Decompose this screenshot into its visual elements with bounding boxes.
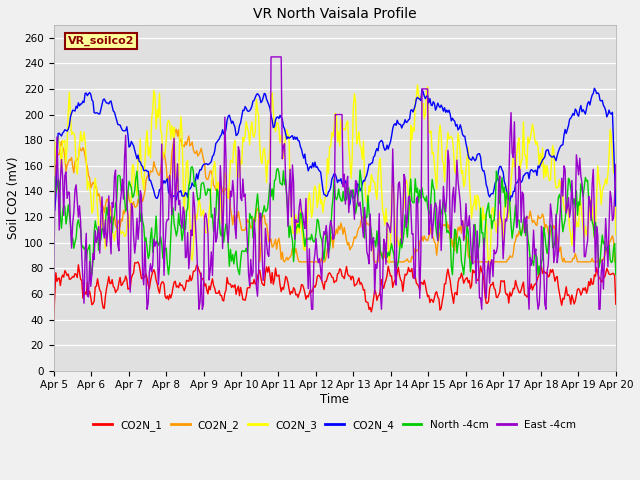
East -4cm [319, 238, 326, 243]
CO2N_2 [356, 224, 364, 230]
CO2N_2 [612, 259, 620, 265]
CO2N_1 [385, 268, 393, 274]
North -4cm [87, 272, 95, 277]
CO2N_2 [173, 127, 180, 132]
CO2N_3 [50, 216, 58, 222]
East -4cm [50, 299, 58, 305]
CO2N_3 [385, 243, 392, 249]
CO2N_1 [134, 259, 142, 265]
CO2N_2 [323, 253, 330, 259]
North -4cm [356, 167, 364, 173]
Y-axis label: Soil CO2 (mV): Soil CO2 (mV) [7, 156, 20, 239]
East -4cm [387, 230, 394, 236]
CO2N_3 [612, 232, 620, 238]
CO2N_2 [601, 252, 609, 258]
CO2N_4 [50, 208, 58, 214]
CO2N_1 [321, 278, 329, 284]
CO2N_3 [486, 268, 493, 274]
CO2N_3 [317, 201, 324, 206]
East -4cm [323, 223, 330, 228]
East -4cm [612, 162, 620, 168]
Line: East -4cm: East -4cm [54, 57, 616, 309]
Line: CO2N_2: CO2N_2 [54, 130, 616, 262]
Text: VR_soilco2: VR_soilco2 [68, 36, 134, 46]
CO2N_2 [256, 259, 264, 265]
CO2N_4 [320, 192, 328, 197]
CO2N_1 [318, 278, 326, 284]
North -4cm [50, 230, 58, 236]
CO2N_4 [317, 169, 324, 175]
North -4cm [612, 272, 620, 277]
CO2N_3 [320, 200, 328, 206]
North -4cm [323, 227, 330, 232]
North -4cm [387, 247, 394, 253]
Line: CO2N_4: CO2N_4 [54, 88, 616, 211]
CO2N_1 [612, 301, 620, 307]
CO2N_3 [413, 82, 421, 88]
East -4cm [356, 199, 364, 205]
CO2N_2 [513, 232, 520, 238]
North -4cm [601, 239, 609, 244]
North -4cm [188, 164, 196, 169]
North -4cm [513, 222, 520, 228]
CO2N_4 [612, 203, 620, 209]
CO2N_1 [355, 275, 363, 281]
CO2N_4 [385, 146, 392, 152]
Line: North -4cm: North -4cm [54, 167, 616, 275]
CO2N_3 [354, 136, 362, 142]
CO2N_3 [513, 151, 520, 157]
CO2N_4 [354, 181, 362, 187]
North -4cm [319, 248, 326, 253]
CO2N_1 [50, 318, 58, 324]
CO2N_1 [600, 275, 607, 280]
Line: CO2N_1: CO2N_1 [54, 262, 616, 321]
CO2N_4 [511, 189, 518, 194]
CO2N_4 [591, 85, 598, 91]
East -4cm [601, 253, 609, 259]
CO2N_3 [601, 181, 609, 187]
CO2N_1 [512, 277, 520, 283]
East -4cm [143, 306, 151, 312]
Title: VR North Vaisala Profile: VR North Vaisala Profile [253, 7, 417, 21]
CO2N_4 [600, 102, 607, 108]
Legend: CO2N_1, CO2N_2, CO2N_3, CO2N_4, North -4cm, East -4cm: CO2N_1, CO2N_2, CO2N_3, CO2N_4, North -4… [90, 416, 580, 435]
CO2N_2 [319, 259, 326, 265]
CO2N_2 [387, 259, 394, 265]
East -4cm [513, 225, 520, 230]
CO2N_2 [50, 235, 58, 240]
Line: CO2N_3: CO2N_3 [54, 85, 616, 271]
East -4cm [267, 54, 275, 60]
X-axis label: Time: Time [320, 393, 349, 406]
